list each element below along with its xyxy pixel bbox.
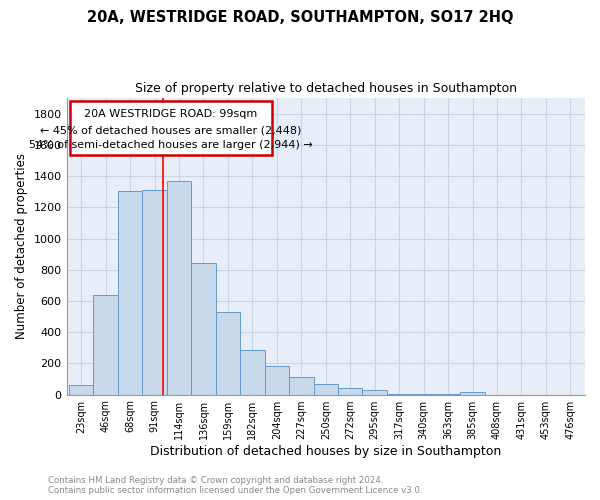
Bar (240, 350, 265, 395)
Bar (338, 388, 362, 394)
Bar (69, 385, 94, 394)
Bar (167, 181, 191, 394)
Text: 20A WESTRIDGE ROAD: 99sqm: 20A WESTRIDGE ROAD: 99sqm (85, 109, 258, 119)
Text: Contains HM Land Registry data © Crown copyright and database right 2024.
Contai: Contains HM Land Registry data © Crown c… (48, 476, 422, 495)
Bar (265, 366, 289, 394)
X-axis label: Distribution of detached houses by size in Southampton: Distribution of detached houses by size … (150, 444, 502, 458)
Bar (94, 295, 118, 394)
Bar (191, 262, 216, 394)
Bar (142, 190, 167, 394)
Text: 20A, WESTRIDGE ROAD, SOUTHAMPTON, SO17 2HQ: 20A, WESTRIDGE ROAD, SOUTHAMPTON, SO17 2… (87, 10, 513, 25)
Title: Size of property relative to detached houses in Southampton: Size of property relative to detached ho… (135, 82, 517, 96)
Bar (314, 384, 338, 394)
Bar (460, 392, 485, 394)
FancyBboxPatch shape (70, 101, 272, 155)
Bar (118, 191, 142, 394)
Bar (362, 390, 387, 394)
Text: 54% of semi-detached houses are larger (2,944) →: 54% of semi-detached houses are larger (… (29, 140, 313, 150)
Y-axis label: Number of detached properties: Number of detached properties (15, 154, 28, 340)
Text: ← 45% of detached houses are smaller (2,448): ← 45% of detached houses are smaller (2,… (40, 126, 302, 136)
Bar (216, 312, 240, 394)
Bar (289, 378, 314, 394)
